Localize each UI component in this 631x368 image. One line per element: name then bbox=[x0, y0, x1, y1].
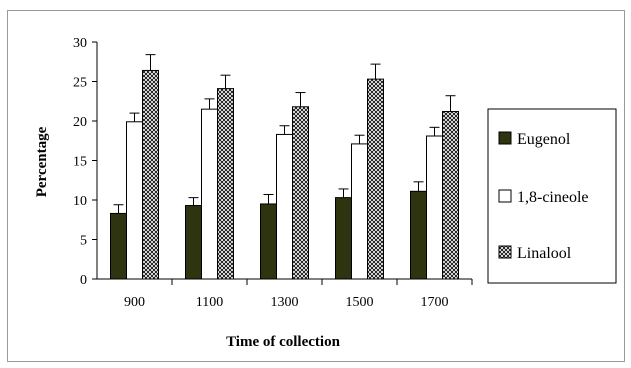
bar-1-8-cineole bbox=[126, 121, 143, 280]
bar-eugenol bbox=[335, 197, 352, 280]
legend-swatch bbox=[498, 189, 512, 203]
bar-linalool bbox=[292, 106, 309, 280]
bar-eugenol bbox=[410, 190, 427, 280]
legend-label: 1,8-cineole bbox=[517, 189, 589, 206]
x-tick-label: 900 bbox=[124, 295, 145, 310]
legend: Eugenol 1,8-cineole Linalool bbox=[487, 108, 617, 284]
x-tick-label: 1100 bbox=[196, 295, 223, 310]
bar-linalool bbox=[142, 69, 159, 280]
y-tick-label: 5 bbox=[80, 234, 87, 249]
legend-swatch bbox=[498, 245, 512, 259]
bar-linalool bbox=[217, 88, 234, 280]
bars bbox=[110, 54, 459, 280]
x-axis-label: Time of collection bbox=[226, 334, 341, 350]
y-tick-label: 30 bbox=[73, 36, 87, 51]
axis-labels: Percentage Time of collection bbox=[34, 126, 341, 350]
bar-linalool bbox=[367, 78, 384, 280]
bar-1-8-cineole bbox=[201, 108, 218, 280]
y-tick-label: 15 bbox=[73, 155, 87, 170]
x-tick-label: 1500 bbox=[346, 295, 374, 310]
legend-label: Linalool bbox=[517, 245, 572, 262]
y-tick-label: 25 bbox=[73, 76, 87, 91]
bar-1-8-cineole bbox=[426, 135, 443, 280]
bar-eugenol bbox=[260, 203, 277, 280]
y-tick-label: 20 bbox=[73, 115, 87, 130]
bar-1-8-cineole bbox=[351, 143, 368, 280]
legend-label: Eugenol bbox=[517, 131, 571, 148]
bar-eugenol bbox=[185, 205, 202, 280]
bar-1-8-cineole bbox=[276, 133, 293, 280]
legend-swatch bbox=[498, 131, 512, 145]
y-tick-label: 0 bbox=[80, 273, 87, 288]
x-tick-label: 1700 bbox=[421, 295, 449, 310]
axes: 0 5 10 15 20 25 30 900 1100 1300 1500 1700 bbox=[73, 36, 473, 310]
x-tick-label: 1300 bbox=[271, 295, 299, 310]
bar-eugenol bbox=[110, 212, 127, 280]
y-axis-label: Percentage bbox=[34, 126, 50, 197]
y-tick-label: 10 bbox=[73, 194, 87, 209]
bar-linalool bbox=[442, 111, 459, 280]
